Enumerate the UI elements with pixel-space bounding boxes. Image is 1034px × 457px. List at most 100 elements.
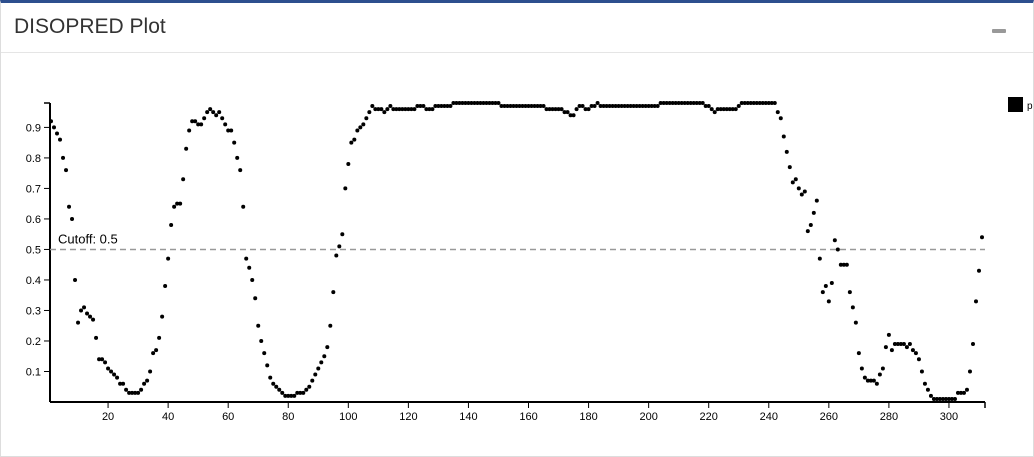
point [580,104,585,109]
collapse-button[interactable] [992,29,1006,33]
point [238,168,243,173]
point [415,104,420,109]
point [133,390,138,395]
point [676,101,681,105]
point [352,137,357,142]
point [745,101,750,105]
point [322,354,327,359]
point [790,180,795,185]
point [799,192,804,197]
point [865,378,870,383]
point [895,342,900,347]
point [202,116,207,121]
point [109,369,114,374]
point [838,262,843,267]
point [412,107,417,112]
x-tick-label: 240 [760,411,778,423]
point [277,387,282,392]
point [49,119,54,124]
point [307,384,312,389]
point [913,351,918,356]
point [211,110,216,115]
point [115,375,120,380]
point [106,366,111,371]
y-tick-label: 0.7 [26,183,41,195]
point [289,393,294,398]
y-tick-label: 0.3 [26,305,41,317]
point [217,110,222,115]
point [904,345,909,350]
point [967,369,972,374]
point [718,107,723,112]
point [91,317,96,322]
point [892,342,897,347]
point [850,305,855,310]
point [751,101,756,105]
point [973,299,978,304]
point [268,375,273,380]
point [364,116,369,121]
point [814,198,819,203]
point [526,104,531,109]
point [847,290,852,295]
point [934,396,939,401]
point [205,110,210,115]
x-tick-label: 200 [639,411,657,423]
point [949,396,954,401]
y-tick-label: 0.6 [26,214,41,226]
point [976,268,981,273]
point [979,235,984,240]
point [496,101,501,105]
point [559,107,564,112]
point [58,137,63,142]
point [619,104,624,109]
point [400,107,405,112]
point [610,104,615,109]
point [706,104,711,109]
point [940,396,945,401]
x-tick-label: 180 [579,411,597,423]
point [67,204,72,209]
point [550,107,555,112]
point [841,262,846,267]
point [418,104,423,109]
point [214,113,219,118]
point [226,128,231,133]
point [160,314,165,319]
point [439,104,444,109]
point [775,110,780,115]
point [370,104,375,109]
point [937,396,942,401]
point [193,119,198,124]
point [76,320,81,325]
point [679,101,684,105]
point [472,101,477,105]
point [730,107,735,112]
point [625,104,630,109]
point [520,104,525,109]
point [628,104,633,109]
point [529,104,534,109]
point [379,107,384,112]
point [970,342,975,347]
point [880,366,885,371]
point [73,277,78,282]
y-tick-label: 0.9 [26,122,41,134]
point [460,101,465,105]
point [577,104,582,109]
y-tick-label: 0.4 [26,275,41,287]
point [883,345,888,350]
point [328,323,333,328]
point [796,186,801,191]
point [523,104,528,109]
point [385,107,390,112]
point [901,342,906,347]
point [697,101,702,105]
point [553,107,558,112]
point [88,314,93,319]
point [670,101,675,105]
point [844,262,849,267]
point [538,104,543,109]
